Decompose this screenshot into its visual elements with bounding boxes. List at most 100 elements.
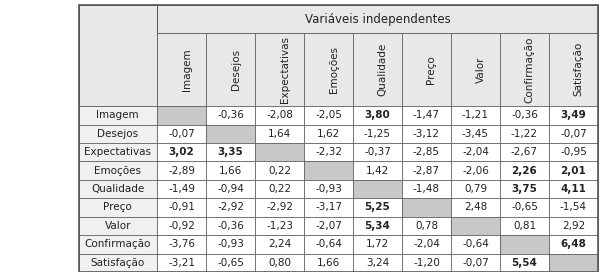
Text: -1,49: -1,49 — [168, 184, 195, 194]
Text: -1,47: -1,47 — [413, 110, 440, 120]
Text: Satisfação: Satisfação — [91, 258, 145, 268]
Bar — [451, 33, 500, 106]
Bar — [500, 254, 549, 272]
Bar — [157, 180, 206, 198]
Text: -2,05: -2,05 — [315, 110, 342, 120]
Bar — [206, 180, 255, 198]
Bar — [451, 217, 500, 235]
Text: -3,17: -3,17 — [315, 202, 342, 212]
Bar — [353, 33, 402, 106]
Bar — [402, 254, 451, 272]
Bar — [304, 217, 353, 235]
Text: -3,12: -3,12 — [413, 129, 440, 139]
Bar — [79, 106, 157, 125]
Bar — [157, 254, 206, 272]
Text: 0,81: 0,81 — [513, 221, 536, 231]
Text: -3,21: -3,21 — [168, 258, 195, 268]
Text: 1,66: 1,66 — [317, 258, 340, 268]
Bar — [304, 33, 353, 106]
Text: -0,94: -0,94 — [217, 184, 244, 194]
Text: -2,85: -2,85 — [413, 147, 440, 157]
Bar — [255, 254, 304, 272]
Text: -1,20: -1,20 — [413, 258, 440, 268]
Bar — [402, 235, 451, 254]
Bar — [402, 198, 451, 217]
Text: 1,42: 1,42 — [366, 166, 389, 176]
Bar — [255, 180, 304, 198]
Text: -0,07: -0,07 — [168, 129, 195, 139]
Text: 2,24: 2,24 — [268, 239, 291, 249]
Text: -1,25: -1,25 — [364, 129, 391, 139]
Text: -0,07: -0,07 — [560, 129, 587, 139]
Text: -2,04: -2,04 — [413, 239, 440, 249]
Text: -2,32: -2,32 — [315, 147, 342, 157]
Text: Desejos: Desejos — [231, 49, 240, 90]
Bar — [304, 254, 353, 272]
Bar — [304, 143, 353, 161]
Text: 3,75: 3,75 — [512, 184, 538, 194]
Text: -2,07: -2,07 — [315, 221, 342, 231]
Bar — [402, 106, 451, 125]
Bar — [157, 161, 206, 180]
Bar — [353, 235, 402, 254]
Text: 2,48: 2,48 — [464, 202, 487, 212]
Bar — [79, 161, 157, 180]
Text: Imagem: Imagem — [97, 110, 139, 120]
Bar — [304, 180, 353, 198]
Text: 0,22: 0,22 — [268, 166, 291, 176]
Text: Emoções: Emoções — [329, 46, 338, 93]
Bar — [402, 143, 451, 161]
Bar — [549, 180, 598, 198]
Text: 0,80: 0,80 — [268, 258, 291, 268]
Bar — [206, 106, 255, 125]
Bar — [353, 125, 402, 143]
Bar — [500, 33, 549, 106]
Text: 1,64: 1,64 — [268, 129, 291, 139]
Bar — [157, 125, 206, 143]
Bar — [206, 143, 255, 161]
Text: 5,34: 5,34 — [365, 221, 390, 231]
Bar — [500, 161, 549, 180]
Text: 0,78: 0,78 — [415, 221, 438, 231]
Bar — [353, 254, 402, 272]
Bar — [157, 33, 206, 106]
Bar — [206, 33, 255, 106]
Text: -3,76: -3,76 — [168, 239, 195, 249]
Text: -0,93: -0,93 — [315, 184, 342, 194]
Bar — [549, 143, 598, 161]
Text: -2,92: -2,92 — [217, 202, 244, 212]
Bar — [304, 161, 353, 180]
Bar — [206, 161, 255, 180]
Text: Variáveis independentes: Variáveis independentes — [304, 13, 451, 26]
Text: Imagem: Imagem — [182, 48, 191, 91]
Text: -0,64: -0,64 — [462, 239, 489, 249]
Bar — [451, 106, 500, 125]
Bar — [451, 198, 500, 217]
Text: -1,22: -1,22 — [511, 129, 538, 139]
Text: 4,11: 4,11 — [561, 184, 586, 194]
Bar — [549, 235, 598, 254]
Bar — [79, 198, 157, 217]
Text: -0,93: -0,93 — [217, 239, 244, 249]
Bar — [255, 217, 304, 235]
Bar — [79, 125, 157, 143]
Bar — [500, 198, 549, 217]
Bar — [304, 125, 353, 143]
Text: -0,36: -0,36 — [511, 110, 538, 120]
Text: -0,92: -0,92 — [168, 221, 195, 231]
Text: -1,23: -1,23 — [266, 221, 293, 231]
Bar — [157, 235, 206, 254]
Bar — [549, 33, 598, 106]
Text: Confirmação: Confirmação — [524, 36, 535, 103]
Text: 5,25: 5,25 — [365, 202, 390, 212]
Text: -1,21: -1,21 — [462, 110, 489, 120]
Text: Expectativas: Expectativas — [280, 36, 289, 103]
Text: -1,48: -1,48 — [413, 184, 440, 194]
Text: Preço: Preço — [426, 55, 437, 84]
Bar — [79, 235, 157, 254]
Text: -0,95: -0,95 — [560, 147, 587, 157]
Bar — [255, 33, 304, 106]
Text: Confirmação: Confirmação — [85, 239, 151, 249]
Text: -0,36: -0,36 — [217, 221, 244, 231]
Bar — [353, 217, 402, 235]
